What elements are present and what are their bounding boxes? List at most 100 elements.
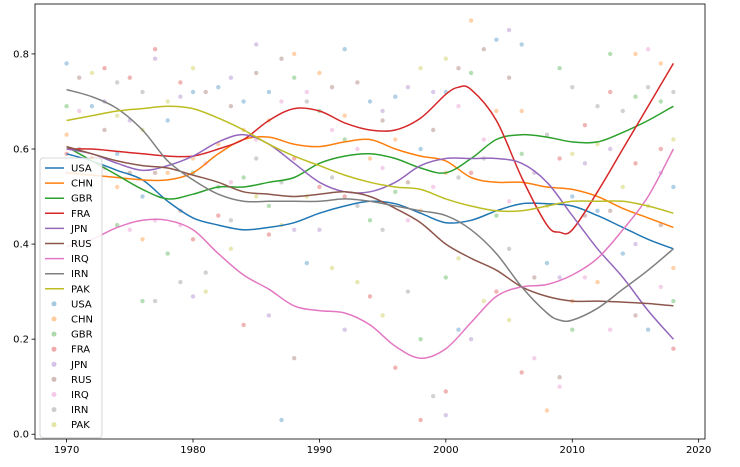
scatter-point [355,146,360,152]
scatter-point [64,104,69,109]
scatter-point [418,66,423,71]
scatter-point [595,104,600,109]
y-tick-label: 0.6 [13,145,29,156]
legend-dot-swatch [51,376,57,382]
legend-label: IRQ [71,390,89,401]
x-tick-label: 1980 [180,445,205,456]
scatter-point [190,237,196,242]
series-line-rus [66,145,674,307]
x-tick-label: 2000 [433,445,458,456]
scatter-point [456,104,461,109]
legend-label: GBR [71,194,93,205]
scatter-point [64,132,69,137]
scatter-point [254,194,259,199]
scatter-point [570,327,575,332]
scatter-point [140,298,145,304]
scatter-point [608,146,613,152]
legend-label: FRA [71,209,90,220]
scatter-point [279,417,284,423]
scatter-point [671,184,676,190]
scatter-point [115,113,120,118]
scatter-point [557,375,562,380]
legend-label: USA [71,164,92,175]
scatter-point [582,123,588,128]
scatter-point [317,70,322,76]
scatter-point [633,161,638,166]
scatter-point [304,89,309,95]
legend-dot-swatch [51,316,57,322]
scatter-point [190,89,196,95]
scatter-point [203,270,208,275]
scatter-point [595,142,600,147]
scatter-point [329,85,335,90]
scatter-point [468,70,474,76]
scatter-layer [64,18,676,423]
scatter-point [468,18,474,23]
scatter-point [228,246,234,251]
legend: USA CHN GBR FRA JPN RUS IRQ IRN PAK USA CHN GBR FRA J… [39,157,103,439]
scatter-point [165,99,170,104]
scatter-point [405,180,411,185]
scatter-point [292,75,297,80]
x-tick-label: 1970 [54,445,79,456]
scatter-point [608,327,613,332]
scatter-point [77,75,82,80]
legend-label: JPN [70,360,87,371]
scatter-point [557,384,562,389]
scatter-point [380,118,385,123]
y-tick-label: 0.0 [13,430,29,441]
scatter-point [367,294,373,299]
scatter-point [431,394,436,399]
scatter-point [506,75,512,80]
scatter-point [393,189,398,194]
legend-dot-swatch [51,422,57,428]
scatter-point [241,322,246,328]
scatter-point [544,408,550,413]
scatter-point [367,156,373,161]
scatter-point [228,180,234,185]
scatter-point [405,218,411,223]
legend-dot-swatch [51,346,57,352]
scatter-point [342,194,347,199]
scatter-point [380,165,385,171]
scatter-point [380,108,385,114]
scatter-point [115,151,120,156]
scatter-point [77,108,82,114]
scatter-point [165,170,170,175]
scatter-point [557,66,562,71]
scatter-point [456,66,461,71]
legend-label: RUS [71,239,92,250]
scatter-point [342,327,347,332]
scatter-point [292,227,297,232]
y-tick-label: 0.4 [13,240,29,251]
scatter-point [380,313,385,318]
scatter-point [570,151,575,156]
scatter-point [355,203,360,209]
legend-dot-swatch [51,331,57,337]
scatter-point [342,137,347,142]
scatter-point [620,108,625,114]
scatter-point [671,137,676,142]
scatter-point [228,104,234,109]
scatter-point [190,294,196,299]
scatter-point [140,194,145,199]
scatter-point [658,284,663,290]
lines-layer [66,63,675,359]
scatter-point [254,156,259,161]
scatter-point [165,251,170,256]
scatter-point [393,137,398,142]
x-tick-label: 1990 [307,445,332,456]
scatter-point [329,127,335,133]
scatter-point [645,85,651,90]
scatter-point [620,251,625,256]
scatter-point [304,99,309,104]
scatter-point [519,42,524,47]
legend-dot-swatch [51,392,57,397]
scatter-point [102,127,107,133]
scatter-point [102,66,107,71]
scatter-point [671,265,676,271]
scatter-point [152,47,158,52]
scatter-point [494,213,499,218]
series-line-jpn [66,133,674,340]
